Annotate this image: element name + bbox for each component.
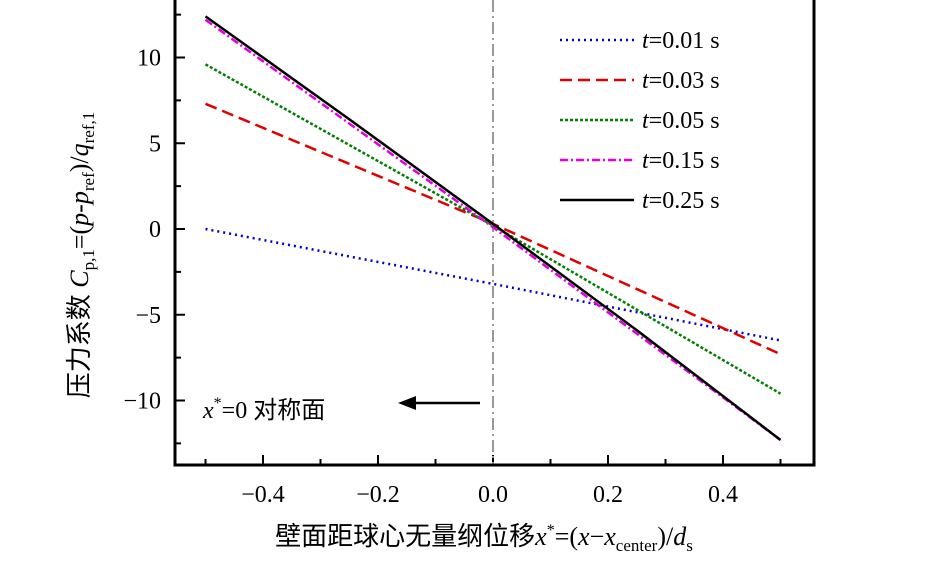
legend-label: t=0.05 s xyxy=(642,108,720,134)
plot-frame xyxy=(173,0,816,467)
x-tick-label: 0.0 xyxy=(478,482,508,508)
y-tick-label: −10 xyxy=(123,389,161,415)
y-axis-title: 压力系数 Cp,1=(p-pref)/qref,1 xyxy=(65,112,98,399)
y-tick-label: −5 xyxy=(135,303,161,329)
arrow-left-icon xyxy=(398,396,480,410)
x-tick-label: −0.2 xyxy=(356,482,400,508)
x-axis-title: 壁面距球心无量纲位移x*=(x−xcenter)/ds xyxy=(275,522,693,555)
y-tick-label: 0 xyxy=(149,217,161,243)
series-line-3 xyxy=(204,18,782,441)
legend-label: t=0.01 s xyxy=(642,28,720,54)
annotation: x*=0 对称面 xyxy=(202,395,325,424)
series-line-4 xyxy=(204,15,782,441)
legend-label: t=0.03 s xyxy=(642,68,720,94)
y-tick-label: 10 xyxy=(137,46,161,72)
legend-label: t=0.25 s xyxy=(642,188,720,214)
legend-label: t=0.15 s xyxy=(642,148,720,174)
x-tick-label: −0.4 xyxy=(241,482,285,508)
x-tick-label: 0.4 xyxy=(708,482,738,508)
y-tick-label: 5 xyxy=(149,131,161,157)
x-tick-label: 0.2 xyxy=(593,482,623,508)
series-line-0 xyxy=(205,227,781,342)
series-line-2 xyxy=(204,63,782,395)
